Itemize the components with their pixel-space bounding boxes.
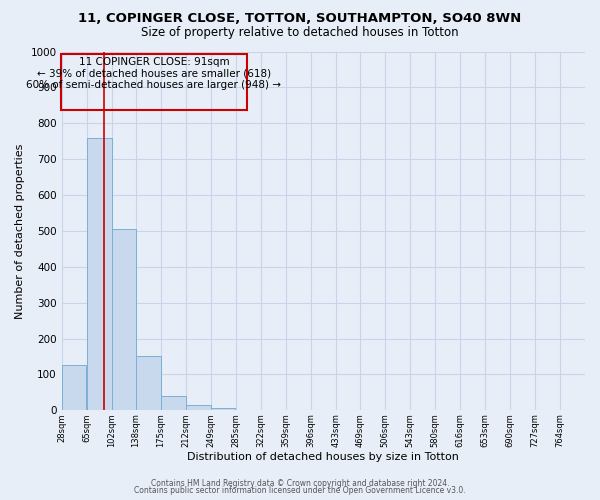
Bar (136, 356, 161, 410)
Text: 11 COPINGER CLOSE: 91sqm: 11 COPINGER CLOSE: 91sqm (79, 58, 229, 68)
Text: Contains HM Land Registry data © Crown copyright and database right 2024.: Contains HM Land Registry data © Crown c… (151, 478, 449, 488)
Y-axis label: Number of detached properties: Number of detached properties (15, 143, 25, 318)
Text: 60% of semi-detached houses are larger (948) →: 60% of semi-detached houses are larger (… (26, 80, 281, 90)
Bar (61, 54, 247, 110)
Text: Contains public sector information licensed under the Open Government Licence v3: Contains public sector information licen… (134, 486, 466, 495)
Bar (161, 396, 186, 410)
Text: Size of property relative to detached houses in Totton: Size of property relative to detached ho… (141, 26, 459, 39)
Bar (186, 405, 211, 410)
Text: ← 39% of detached houses are smaller (618): ← 39% of detached houses are smaller (61… (37, 68, 271, 78)
Bar (211, 408, 235, 410)
Bar (87, 138, 112, 410)
X-axis label: Distribution of detached houses by size in Totton: Distribution of detached houses by size … (187, 452, 459, 462)
Text: 11, COPINGER CLOSE, TOTTON, SOUTHAMPTON, SO40 8WN: 11, COPINGER CLOSE, TOTTON, SOUTHAMPTON,… (79, 12, 521, 26)
Bar (112, 229, 136, 410)
Bar (62, 366, 86, 410)
